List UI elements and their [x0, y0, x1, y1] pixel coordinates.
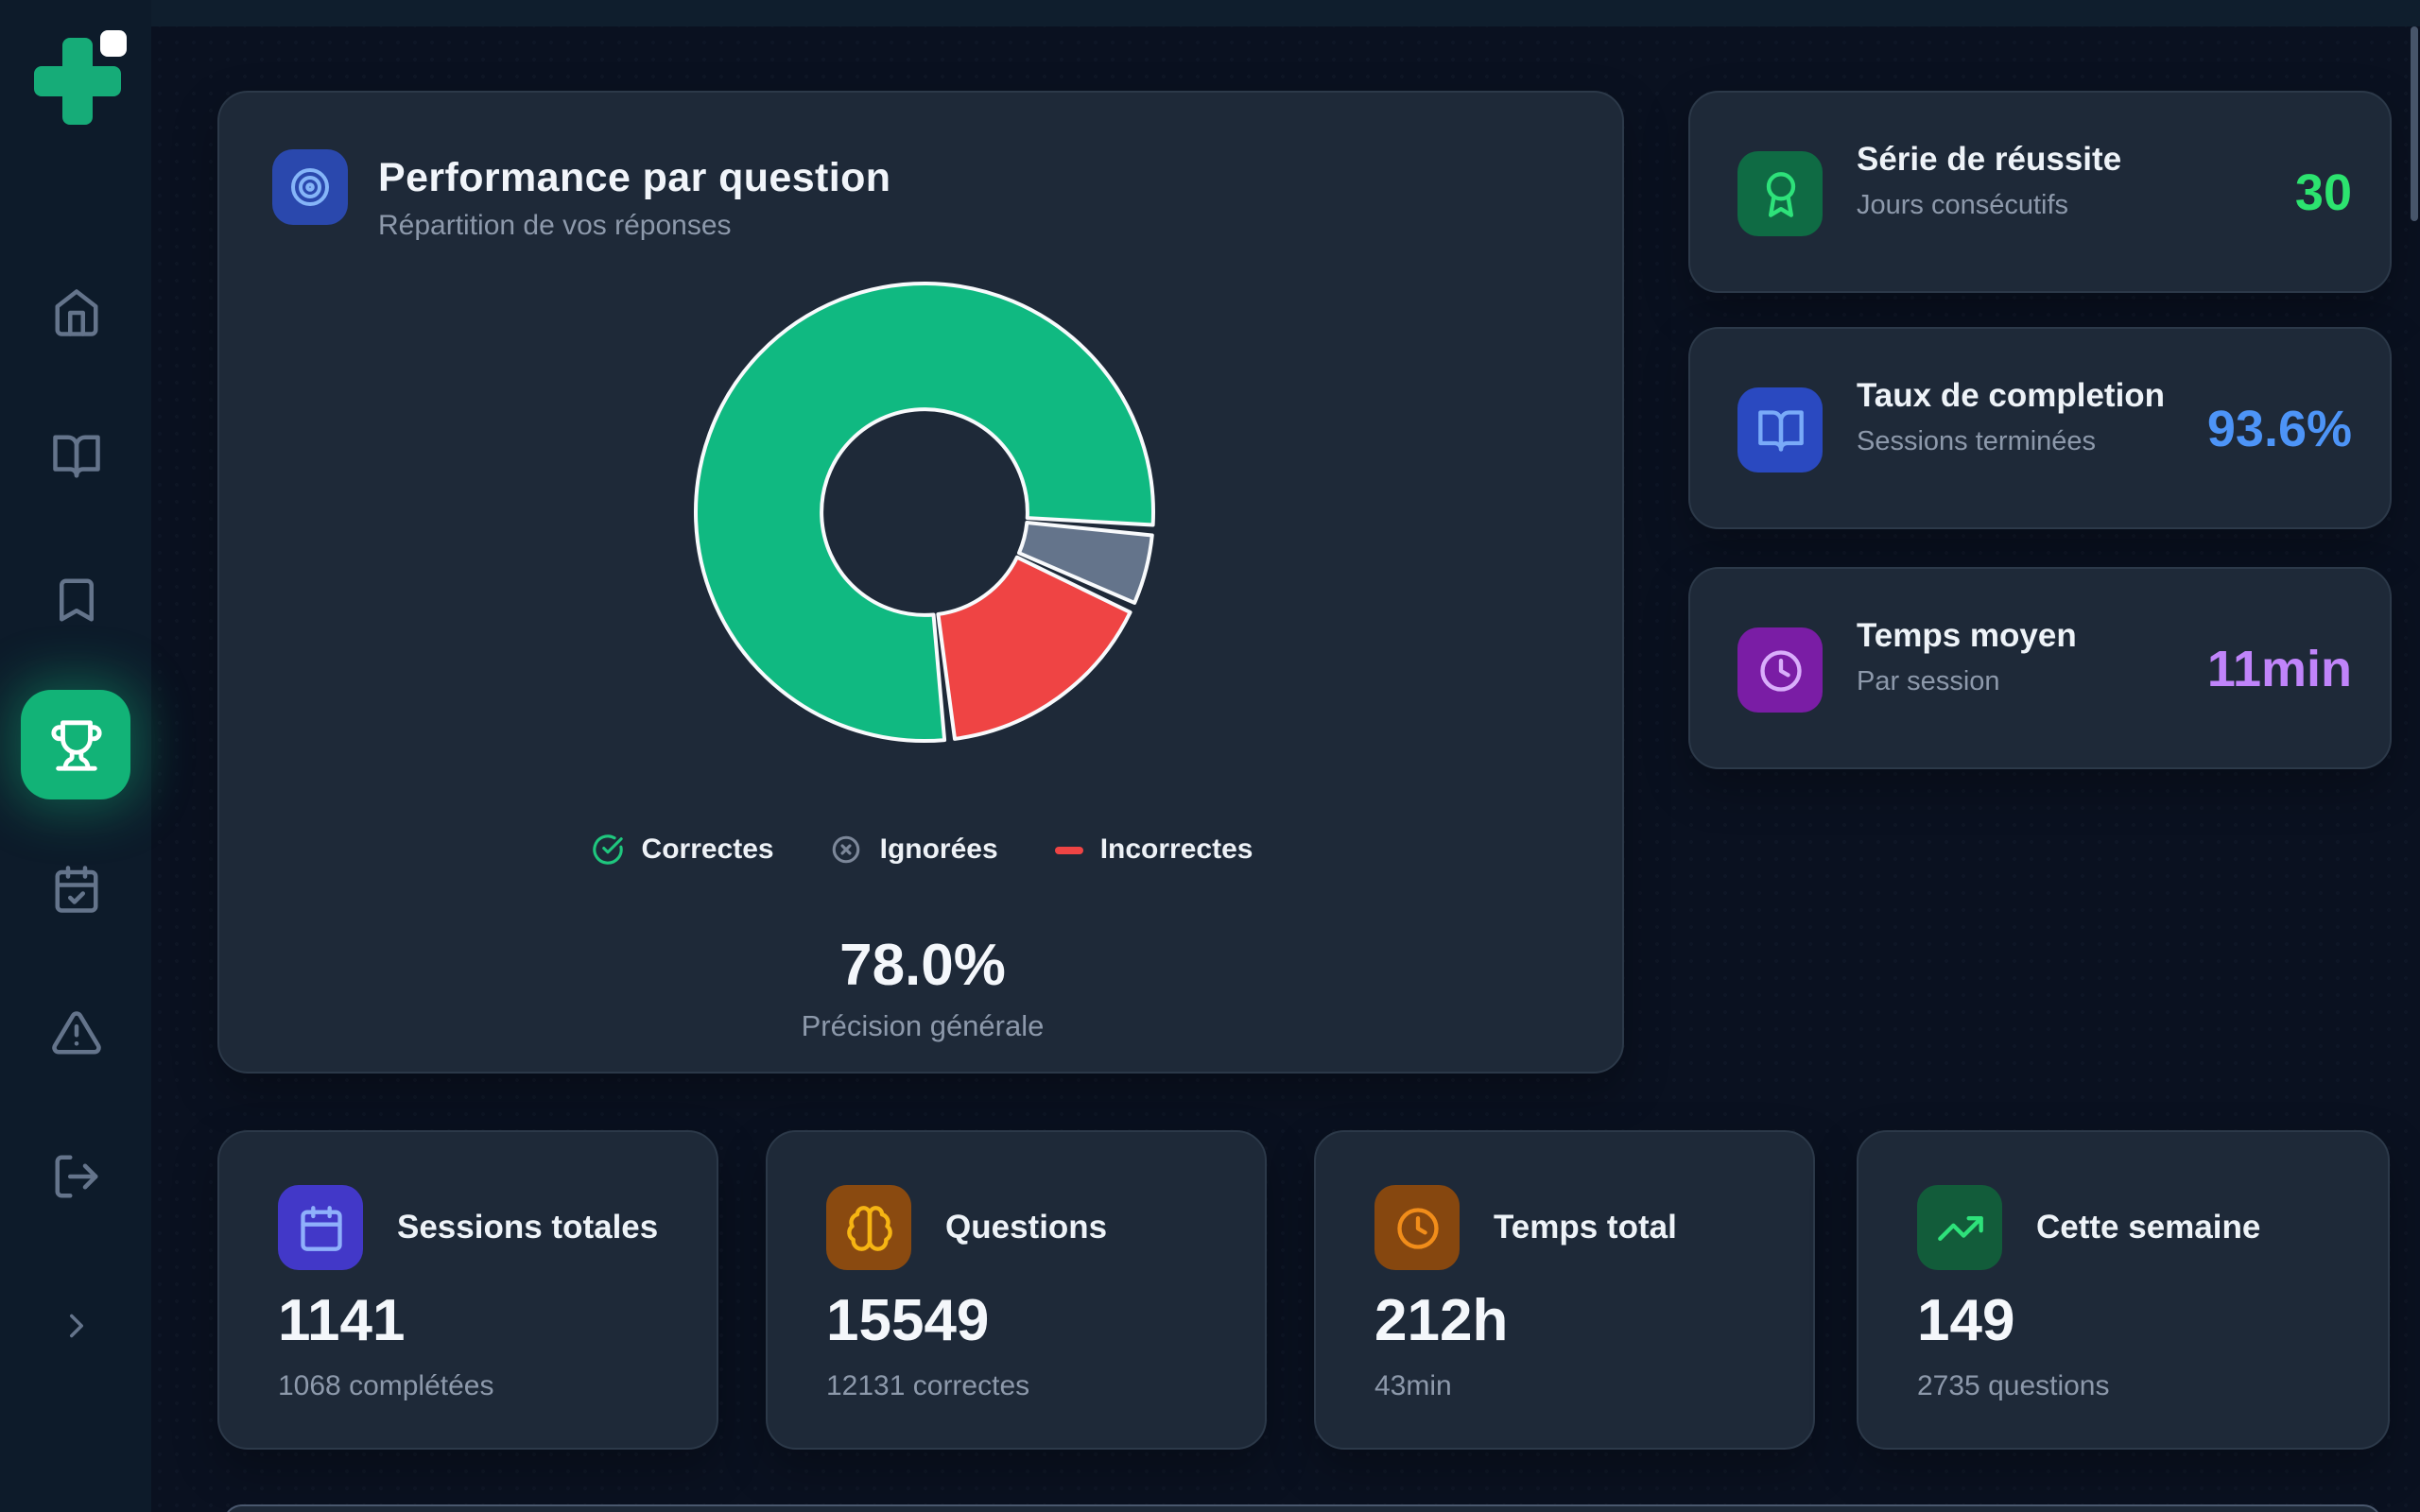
logout-icon — [54, 1154, 97, 1197]
brain-icon-chip — [826, 1185, 911, 1270]
stat-title: Questions — [945, 1208, 1108, 1246]
stat-title: Sessions totales — [397, 1208, 659, 1246]
stat-value: 149 — [1917, 1287, 2015, 1353]
award-icon-chip — [1737, 151, 1823, 236]
donut-segment-incorrectes[interactable] — [936, 555, 1132, 741]
clock-icon — [1759, 649, 1801, 691]
x-circle-icon — [833, 835, 860, 864]
sidebar-item-logout[interactable] — [38, 1138, 113, 1213]
stat-subtitle: 12131 correctes — [826, 1370, 1030, 1402]
check-circle-icon — [593, 834, 624, 865]
questions-card: Questions 15549 12131 correctes — [766, 1130, 1267, 1450]
stat-title: Taux de completion — [1857, 376, 2166, 414]
performance-chart-card: Performance par question Répartition de … — [217, 91, 1624, 1074]
award-icon — [1765, 171, 1795, 216]
stat-subtitle: 43min — [1374, 1370, 1452, 1402]
stat-value: 1141 — [278, 1287, 406, 1353]
alert-triangle-icon — [51, 1010, 100, 1054]
sidebar — [0, 0, 151, 1512]
legend-item-correctes: Correctes — [593, 833, 774, 866]
calendar-icon-chip — [278, 1185, 363, 1270]
sidebar-item-library[interactable] — [38, 418, 113, 493]
stat-value: 15549 — [826, 1287, 990, 1353]
legend-label: Ignorées — [879, 833, 998, 866]
sidebar-item-stats-active[interactable] — [21, 690, 130, 799]
stat-value: 11min — [2206, 641, 2352, 697]
streak-card: Série de réussite Jours consécutifs 30 — [1688, 91, 2392, 293]
dash-icon — [1054, 846, 1083, 853]
logo-cross-icon — [34, 66, 121, 96]
stat-title: Cette semaine — [2036, 1208, 2261, 1246]
chart-legend: Correctes Ignorées Incorrectes — [219, 833, 1626, 866]
donut-segment-correctes[interactable] — [693, 282, 1155, 743]
donut-chart-wrap — [679, 266, 1170, 758]
sidebar-expand-button[interactable] — [38, 1287, 113, 1363]
stat-title: Temps moyen — [1857, 616, 2077, 654]
target-icon — [291, 168, 329, 206]
stat-value: 93.6% — [2206, 401, 2352, 457]
home-icon — [54, 288, 97, 335]
avg-time-card: Temps moyen Par session 11min — [1688, 567, 2392, 769]
this-week-card: Cette semaine 149 2735 questions — [1857, 1130, 2390, 1450]
sidebar-item-bookmarks[interactable] — [38, 561, 113, 637]
book-open-icon — [1757, 409, 1803, 451]
app-logo[interactable] — [34, 30, 127, 125]
top-band — [151, 0, 2420, 26]
legend-label: Incorrectes — [1099, 833, 1253, 866]
scrollbar-thumb[interactable] — [2410, 26, 2418, 221]
accuracy-value: 78.0% — [839, 932, 1006, 998]
bookmark-icon — [59, 577, 93, 621]
stat-subtitle: 2735 questions — [1917, 1370, 2110, 1402]
stat-value: 30 — [2294, 164, 2352, 221]
total-time-card: Temps total 212h 43min — [1314, 1130, 1815, 1450]
target-icon-chip — [272, 149, 348, 225]
stat-title: Temps total — [1494, 1208, 1677, 1246]
chart-subtitle: Répartition de vos réponses — [378, 210, 732, 242]
trending-up-icon-chip — [1917, 1185, 2002, 1270]
clock-icon-chip — [1374, 1185, 1460, 1270]
logo-dot — [100, 30, 127, 57]
stat-subtitle: Sessions terminées — [1857, 427, 2097, 457]
book-open-icon-chip — [1737, 387, 1823, 472]
stat-value: 212h — [1374, 1287, 1509, 1353]
clock-icon-chip — [1737, 627, 1823, 713]
sidebar-item-alerts[interactable] — [38, 994, 113, 1070]
trophy-icon — [50, 719, 101, 770]
calendar-check-icon — [54, 865, 97, 912]
brain-icon — [846, 1205, 891, 1250]
main-content: Performance par question Répartition de … — [151, 0, 2420, 1512]
sidebar-item-home[interactable] — [38, 274, 113, 350]
trending-up-icon — [1937, 1215, 1982, 1240]
chart-title: Performance par question — [378, 155, 891, 200]
legend-label: Correctes — [641, 833, 774, 866]
donut-chart[interactable] — [679, 266, 1170, 758]
stat-subtitle: Jours consécutifs — [1857, 191, 2069, 221]
legend-item-ignorees: Ignorées — [831, 833, 998, 866]
stat-subtitle: 1068 complétées — [278, 1370, 494, 1402]
donut-segment-ignorées[interactable] — [1016, 521, 1154, 605]
book-open-icon — [52, 434, 99, 477]
legend-item-incorrectes: Incorrectes — [1054, 833, 1253, 866]
accuracy-label: Précision générale — [801, 1011, 1045, 1043]
calendar-icon — [300, 1205, 341, 1250]
sidebar-item-planning[interactable] — [38, 850, 113, 926]
stat-subtitle: Par session — [1857, 667, 2000, 697]
clock-icon — [1396, 1207, 1438, 1248]
completion-card: Taux de completion Sessions terminées 93… — [1688, 327, 2392, 529]
total-sessions-card: Sessions totales 1141 1068 complétées — [217, 1130, 718, 1450]
stat-title: Série de réussite — [1857, 140, 2122, 178]
next-section-card-partial — [223, 1504, 2382, 1512]
chevron-right-icon — [69, 1313, 82, 1337]
